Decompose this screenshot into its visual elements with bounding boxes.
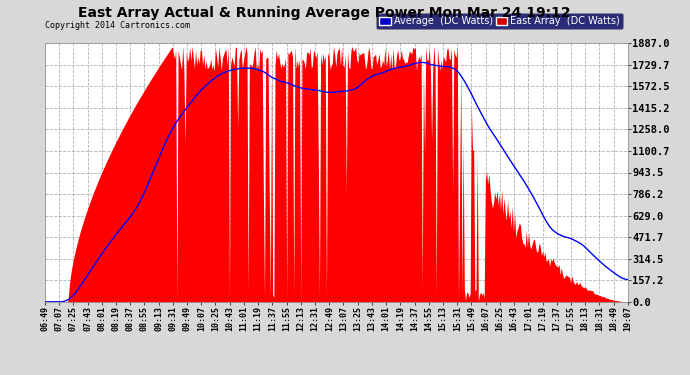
Text: East Array Actual & Running Average Power Mon Mar 24 19:12: East Array Actual & Running Average Powe… — [78, 6, 571, 20]
Text: Copyright 2014 Cartronics.com: Copyright 2014 Cartronics.com — [45, 21, 190, 30]
Legend: Average  (DC Watts), East Array  (DC Watts): Average (DC Watts), East Array (DC Watts… — [376, 13, 623, 29]
